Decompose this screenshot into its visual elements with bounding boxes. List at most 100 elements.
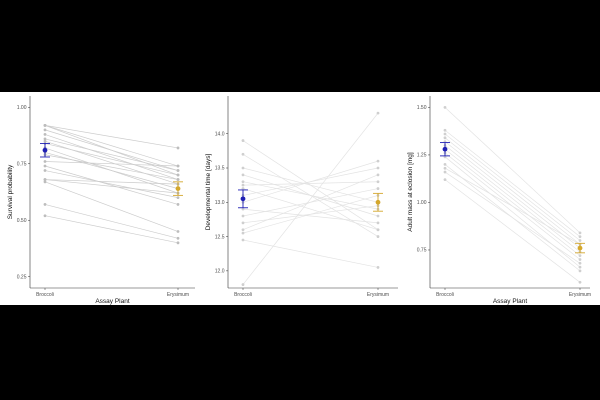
data-point bbox=[578, 261, 582, 265]
paired-line bbox=[44, 140, 179, 185]
paired-line bbox=[444, 179, 581, 283]
y-tick-label: 0.25 bbox=[17, 274, 27, 280]
data-point bbox=[43, 178, 47, 181]
data-point bbox=[443, 166, 447, 170]
paired-line bbox=[444, 107, 581, 234]
y-tick-label: 14.0 bbox=[215, 131, 225, 137]
paired-line bbox=[242, 167, 379, 203]
paired-line bbox=[44, 170, 179, 198]
data-point bbox=[578, 258, 582, 261]
paired-line bbox=[242, 181, 379, 186]
data-point bbox=[241, 152, 245, 156]
paired-line bbox=[44, 179, 179, 194]
data-point bbox=[43, 180, 47, 184]
paired-line bbox=[444, 145, 581, 253]
data-point bbox=[43, 164, 47, 168]
paired-line bbox=[242, 160, 379, 203]
data-point bbox=[241, 187, 245, 190]
y-axis-title: Survival probability bbox=[7, 164, 14, 219]
paired-line bbox=[242, 188, 379, 231]
paired-line bbox=[444, 137, 581, 245]
x-axis-title: Assay Plant bbox=[95, 298, 130, 305]
paired-line bbox=[444, 167, 581, 245]
data-point bbox=[241, 231, 245, 235]
paired-line bbox=[444, 156, 581, 268]
data-point bbox=[241, 183, 245, 187]
data-point bbox=[578, 239, 582, 242]
data-point bbox=[176, 241, 180, 245]
data-point bbox=[241, 166, 245, 170]
paired-line bbox=[44, 152, 179, 189]
data-point bbox=[376, 235, 380, 238]
data-point bbox=[443, 132, 447, 136]
data-point bbox=[376, 111, 380, 115]
chart-panel-1: 0.25 0.50 0.75 1.00 Broccoli Erysimum Assay Pl… bbox=[7, 96, 195, 305]
data-point bbox=[176, 196, 180, 200]
data-point bbox=[376, 266, 380, 269]
paired-line bbox=[444, 141, 581, 249]
paired-line bbox=[242, 239, 379, 268]
data-point bbox=[443, 136, 447, 140]
data-point bbox=[578, 235, 582, 239]
paired-line bbox=[44, 129, 179, 171]
x-axis-title: Assay Plant bbox=[493, 298, 528, 305]
y-tick-label: 0.75 bbox=[417, 248, 427, 254]
paired-line bbox=[444, 148, 581, 256]
data-point bbox=[241, 207, 245, 211]
mean-point bbox=[42, 147, 48, 153]
y-axis-title: Adult mass at eclosion [mg] bbox=[407, 152, 414, 232]
data-point bbox=[176, 164, 180, 168]
data-point bbox=[43, 160, 47, 163]
data-point bbox=[43, 203, 47, 206]
data-point bbox=[443, 170, 447, 174]
mean-point bbox=[240, 196, 246, 202]
paired-line bbox=[242, 181, 379, 210]
data-point bbox=[376, 187, 380, 190]
data-point bbox=[43, 214, 47, 218]
y-tick-label: 1.50 bbox=[417, 105, 427, 111]
y-tick-label: 12.5 bbox=[215, 234, 225, 240]
data-point bbox=[176, 169, 180, 172]
paired-line bbox=[242, 174, 379, 231]
data-point bbox=[578, 280, 582, 284]
y-tick-label: 1.00 bbox=[417, 200, 427, 206]
data-point bbox=[443, 178, 447, 182]
data-point bbox=[241, 214, 245, 218]
data-point bbox=[578, 254, 582, 258]
chart-panel-2: 12.0 12.5 13.0 13.5 14.0 Broccoli Erysimum Deve… bbox=[205, 96, 398, 298]
data-point bbox=[578, 231, 582, 235]
data-point bbox=[578, 265, 582, 269]
mean-point bbox=[442, 146, 448, 152]
data-point bbox=[241, 139, 245, 142]
chart-panel-3: 0.75 1.00 1.25 1.50 Broccoli Erysimum Assay Pl… bbox=[407, 96, 591, 305]
x-tick-label: Broccoli bbox=[436, 292, 454, 298]
paired-line bbox=[444, 133, 581, 241]
paired-line bbox=[242, 112, 379, 285]
data-point bbox=[176, 230, 180, 233]
paired-line bbox=[444, 171, 581, 264]
x-tick-label: Broccoli bbox=[234, 292, 252, 298]
data-point bbox=[241, 228, 245, 232]
data-point bbox=[376, 214, 380, 218]
y-tick-label: 13.5 bbox=[215, 166, 225, 172]
y-axis-title: Developmental time [days] bbox=[205, 154, 212, 231]
y-tick-label: 0.75 bbox=[17, 161, 27, 167]
data-point bbox=[376, 228, 380, 232]
data-point bbox=[376, 180, 380, 184]
data-point bbox=[43, 139, 47, 143]
x-tick-label: Broccoli bbox=[36, 292, 54, 298]
paired-line bbox=[44, 134, 179, 180]
data-point bbox=[176, 236, 180, 240]
mean-point bbox=[375, 199, 381, 205]
data-point bbox=[43, 123, 47, 127]
data-point bbox=[43, 137, 47, 141]
data-point bbox=[376, 221, 380, 225]
paired-line bbox=[44, 181, 179, 232]
data-point bbox=[376, 173, 380, 177]
x-tick-label: Erysimum bbox=[569, 292, 591, 298]
data-point bbox=[241, 238, 245, 242]
data-point bbox=[43, 169, 47, 172]
data-point bbox=[43, 133, 47, 136]
